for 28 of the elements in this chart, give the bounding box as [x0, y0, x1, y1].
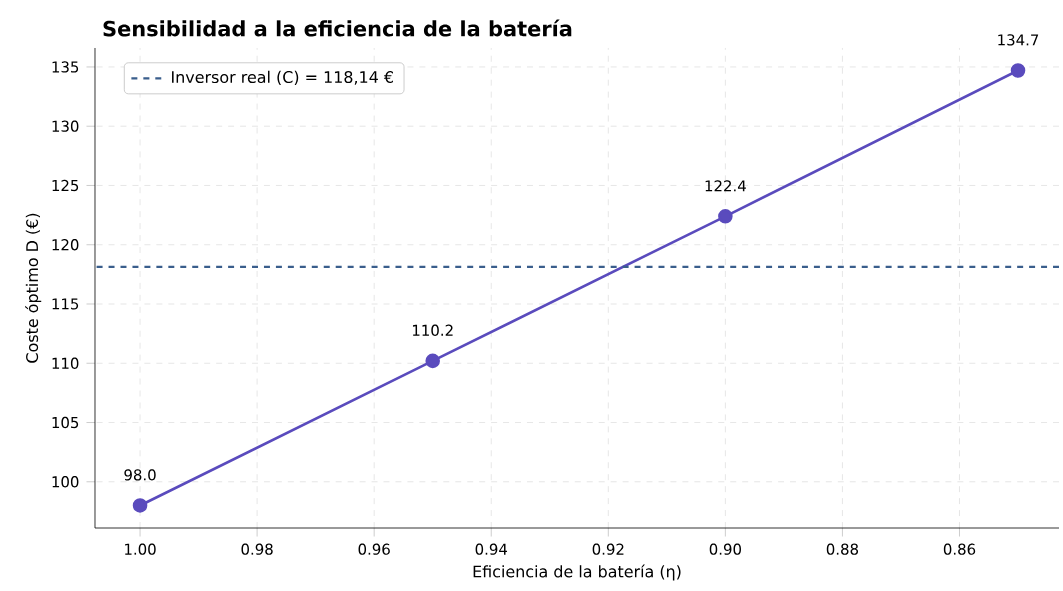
y-tick-label: 105: [52, 416, 79, 429]
x-tick-label: 0.94: [475, 543, 508, 555]
y-tick-label: 135: [52, 61, 79, 73]
x-tick-label: 0.88: [826, 543, 859, 555]
y-axis-title: Coste óptimo D (€): [25, 213, 42, 363]
x-tick-label: 0.90: [709, 543, 741, 555]
y-tick-label: 120: [52, 239, 79, 251]
data-label: 122.4: [705, 180, 746, 192]
x-tick-label: 0.86: [943, 543, 976, 555]
y-tick-label: 115: [52, 298, 79, 310]
chart-title: Sensibilidad a la eficiencia de la batería: [103, 19, 572, 37]
y-tick-label: 125: [52, 179, 79, 192]
point: [1010, 63, 1026, 78]
data-label: 110.2: [412, 324, 453, 336]
legend-label: Inversor real (C) = 118,14 €: [172, 70, 393, 85]
y-tick-label: 110: [52, 357, 79, 369]
data-label: 134.7: [998, 34, 1039, 46]
point: [718, 209, 733, 224]
y-tick-label: 130: [52, 120, 79, 132]
x-tick-label: 0.96: [358, 543, 390, 555]
data-label: 98.0: [124, 469, 156, 481]
x-axis-title: Eficiencia de la batería (η): [473, 564, 681, 581]
point: [425, 353, 440, 369]
y-tick-label: 100: [52, 476, 79, 488]
x-tick-label: 0.98: [241, 543, 273, 555]
x-tick-label: 1.00: [125, 543, 156, 555]
x-tick-label: 0.92: [592, 543, 624, 555]
point: [132, 498, 148, 513]
